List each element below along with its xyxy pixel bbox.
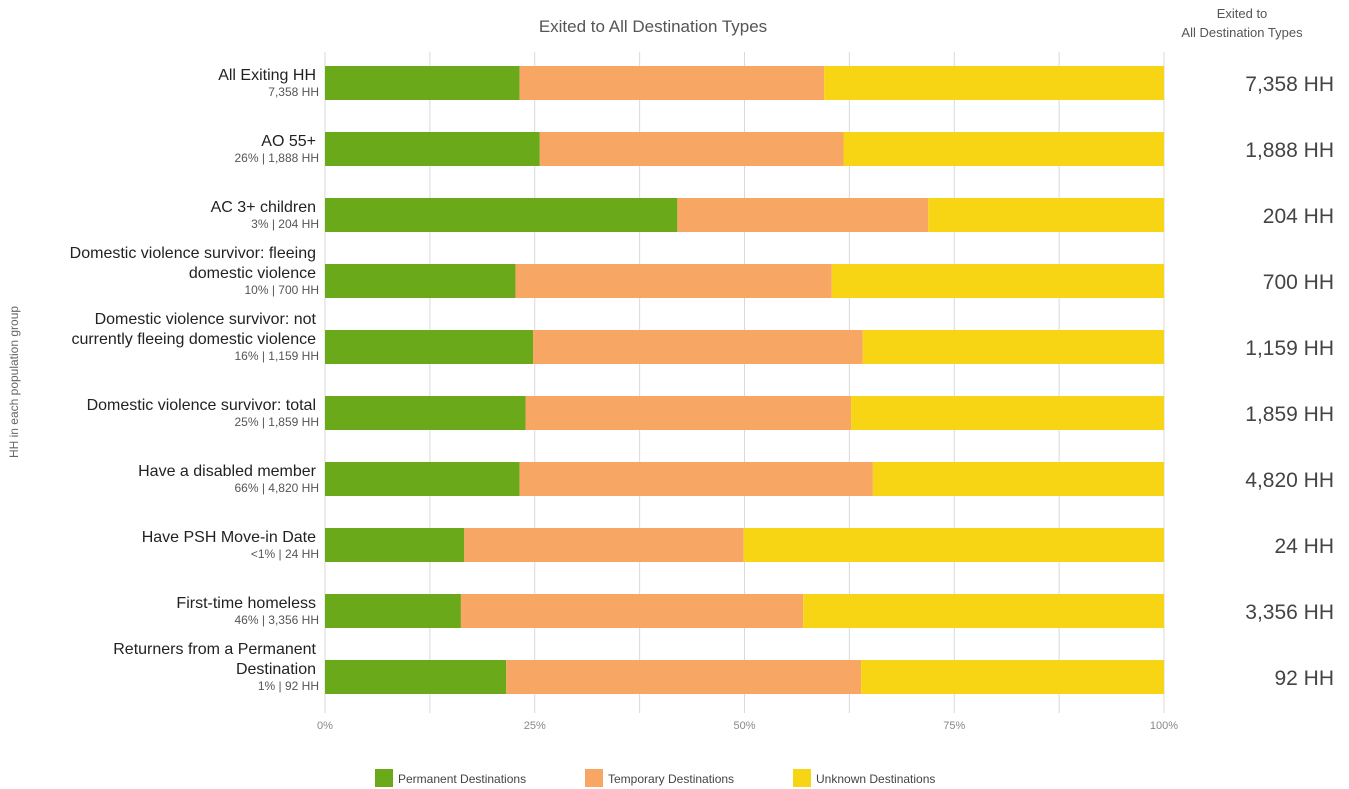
- row-total: 92 HH: [1274, 667, 1334, 690]
- bar-segment: [677, 198, 929, 232]
- category-label: First-time homeless: [176, 595, 316, 612]
- bar-segment: [325, 264, 516, 298]
- legend-label: Permanent Destinations: [398, 772, 526, 786]
- category-label: currently fleeing domestic violence: [71, 331, 316, 348]
- category-label: domestic violence: [189, 265, 316, 282]
- bar-segment: [325, 594, 461, 628]
- legend-swatch: [585, 769, 603, 787]
- legend-label: Unknown Destinations: [816, 772, 935, 786]
- bar-segment: [824, 66, 1164, 100]
- category-sublabel: 66% | 4,820 HH: [235, 481, 320, 495]
- bar-segment: [464, 528, 744, 562]
- bar-segment: [325, 66, 520, 100]
- bar-segment: [325, 396, 526, 430]
- bar-segment: [872, 462, 1164, 496]
- bar-segment: [325, 198, 678, 232]
- category-sublabel: <1% | 24 HH: [251, 547, 319, 561]
- category-sublabel: 3% | 204 HH: [251, 217, 319, 231]
- legend-swatch: [793, 769, 811, 787]
- category-label: Destination: [236, 661, 316, 678]
- category-label: Returners from a Permanent: [113, 641, 316, 658]
- x-tick-label: 0%: [317, 720, 333, 732]
- category-sublabel: 1% | 92 HH: [258, 679, 319, 693]
- row-total: 3,356 HH: [1245, 601, 1334, 624]
- bar-segment: [539, 132, 844, 166]
- row-total: 204 HH: [1263, 205, 1334, 228]
- row-total: 7,358 HH: [1245, 73, 1334, 96]
- bar-segment: [460, 594, 804, 628]
- bar-segment: [325, 528, 465, 562]
- category-labels: All Exiting HH7,358 HH AO 55+26% | 1,888 …: [70, 67, 319, 693]
- y-axis-title: HH in each population group: [7, 306, 21, 458]
- bar-segment: [525, 396, 852, 430]
- category-label: Domestic violence survivor: total: [87, 397, 316, 414]
- bar-segment: [506, 660, 862, 694]
- bar-segment: [803, 594, 1164, 628]
- row-total: 700 HH: [1263, 271, 1334, 294]
- bar-segment: [743, 528, 1164, 562]
- bar-segment: [325, 462, 520, 496]
- row-total: 1,159 HH: [1245, 337, 1334, 360]
- category-label: Have PSH Move-in Date: [142, 529, 316, 546]
- bar-segment: [533, 330, 863, 364]
- bar-segment: [928, 198, 1164, 232]
- row-totals: 7,358 HH 1,888 HH 204 HH 700 HH 1,159 HH 1,85…: [1245, 73, 1334, 690]
- bar-segment: [862, 330, 1164, 364]
- row-total: 1,888 HH: [1245, 139, 1334, 162]
- legend-swatch: [375, 769, 393, 787]
- bar-segment: [325, 660, 507, 694]
- category-sublabel: 10% | 700 HH: [245, 283, 320, 297]
- category-label: Domestic violence survivor: not: [95, 311, 317, 328]
- bars: [325, 66, 1164, 694]
- category-sublabel: 16% | 1,159 HH: [235, 349, 320, 363]
- right-column-header-line-2: All Destination Types: [1181, 25, 1303, 40]
- category-sublabel: 26% | 1,888 HH: [235, 151, 320, 165]
- bar-segment: [843, 132, 1164, 166]
- bar-segment: [519, 462, 873, 496]
- bar-segment: [851, 396, 1164, 430]
- bar-segment: [861, 660, 1164, 694]
- legend: Permanent Destinations Temporary Destinat…: [375, 769, 935, 787]
- category-label: AC 3+ children: [211, 199, 316, 216]
- x-tick-label: 100%: [1150, 720, 1178, 732]
- category-label: Domestic violence survivor: fleeing: [70, 245, 316, 262]
- bar-segment: [325, 330, 534, 364]
- category-sublabel: 46% | 3,356 HH: [235, 613, 320, 627]
- x-tick-label: 75%: [943, 720, 965, 732]
- category-label: Have a disabled member: [138, 463, 317, 480]
- right-column-header-line-1: Exited to: [1217, 6, 1268, 21]
- category-sublabel: 7,358 HH: [268, 85, 319, 99]
- bar-segment: [831, 264, 1164, 298]
- bar-segment: [515, 264, 832, 298]
- bar-segment: [325, 132, 540, 166]
- legend-label: Temporary Destinations: [608, 772, 734, 786]
- category-label: All Exiting HH: [218, 67, 316, 84]
- row-total: 4,820 HH: [1245, 469, 1334, 492]
- x-tick-label: 50%: [733, 720, 755, 732]
- x-axis-ticks: 0% 25% 50% 75% 100%: [317, 720, 1178, 732]
- x-tick-label: 25%: [524, 720, 546, 732]
- row-total: 24 HH: [1274, 535, 1334, 558]
- category-sublabel: 25% | 1,859 HH: [235, 415, 320, 429]
- row-total: 1,859 HH: [1245, 403, 1334, 426]
- category-label: AO 55+: [261, 133, 316, 150]
- chart-title: Exited to All Destination Types: [539, 17, 767, 36]
- bar-segment: [519, 66, 825, 100]
